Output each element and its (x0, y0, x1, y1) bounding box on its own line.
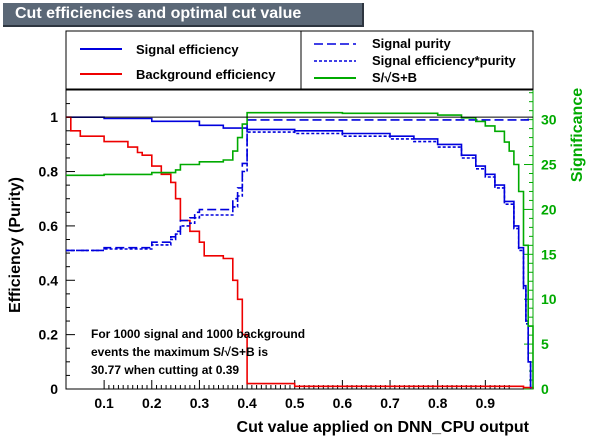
x-tick-label: 0.1 (94, 395, 114, 411)
y2-tick-label: 25 (541, 157, 557, 173)
y-tick-label: 0 (50, 381, 58, 397)
y-tick-label: 0.2 (39, 327, 59, 343)
x-tick-label: 0.7 (380, 395, 400, 411)
chart-title: Cut efficiencies and optimal cut value (15, 5, 302, 22)
legend-right: Signal purity Signal efficiency*purity S… (300, 30, 534, 90)
legend-left-box (65, 30, 302, 90)
series-signal-purity (66, 117, 529, 252)
legend-right-box (300, 30, 534, 90)
annotation-line-1: For 1000 signal and 1000 background (91, 327, 305, 341)
y2-tick-label: 5 (541, 336, 549, 352)
legend-label-signal-eff-purity: Signal efficiency*purity (372, 53, 517, 68)
legend-label-signal-purity: Signal purity (372, 36, 452, 51)
x-tick-label: 0.6 (333, 395, 353, 411)
x-tick-label: 0.3 (190, 395, 210, 411)
y2-tick-label: 10 (541, 291, 557, 307)
annotation-line-3: 30.77 when cutting at 0.39 (91, 363, 239, 377)
series-signal-eff-purity (66, 131, 532, 389)
y2-axis-label: Significance (569, 88, 586, 182)
y-tick-label: 1 (50, 109, 58, 125)
x-tick-label: 0.2 (142, 395, 162, 411)
x-axis: 0.1 0.2 0.3 0.4 0.5 0.6 0.7 0.8 0.9 (94, 380, 510, 411)
legend-label-significance: S/√S+B (372, 70, 417, 85)
annotation-line-2: events the maximum S/√S+B is (91, 345, 268, 359)
y-axis: 0 0.2 0.4 0.6 0.8 1 (39, 89, 75, 397)
y2-tick-label: 20 (541, 201, 557, 217)
y2-tick-label: 15 (541, 246, 557, 262)
y-tick-label: 0.4 (39, 272, 59, 288)
x-tick-label: 0.8 (428, 395, 448, 411)
series-background-efficiency (66, 116, 534, 389)
annotation: For 1000 signal and 1000 background even… (91, 327, 305, 377)
x-axis-label: Cut value applied on DNN_CPU output (237, 419, 530, 436)
title-box: Cut efficiencies and optimal cut value (3, 3, 364, 27)
y-axis-label: Efficiency (Purity) (7, 177, 24, 313)
y2-tick-label: 0 (541, 381, 549, 397)
legend-label-background-efficiency: Background efficiency (136, 67, 276, 82)
series-layer (66, 111, 534, 389)
x-tick-label: 0.5 (285, 395, 305, 411)
series-signal-efficiency (66, 116, 532, 389)
y-tick-label: 0.8 (39, 164, 59, 180)
y-tick-label: 0.6 (39, 218, 59, 234)
x-tick-label: 0.4 (237, 395, 257, 411)
x-tick-label: 0.9 (476, 395, 496, 411)
series-significance (66, 111, 534, 389)
y2-tick-label: 30 (541, 112, 557, 128)
legend-label-signal-efficiency: Signal efficiency (136, 42, 239, 57)
legend-left: Signal efficiency Background efficiency (65, 30, 302, 90)
